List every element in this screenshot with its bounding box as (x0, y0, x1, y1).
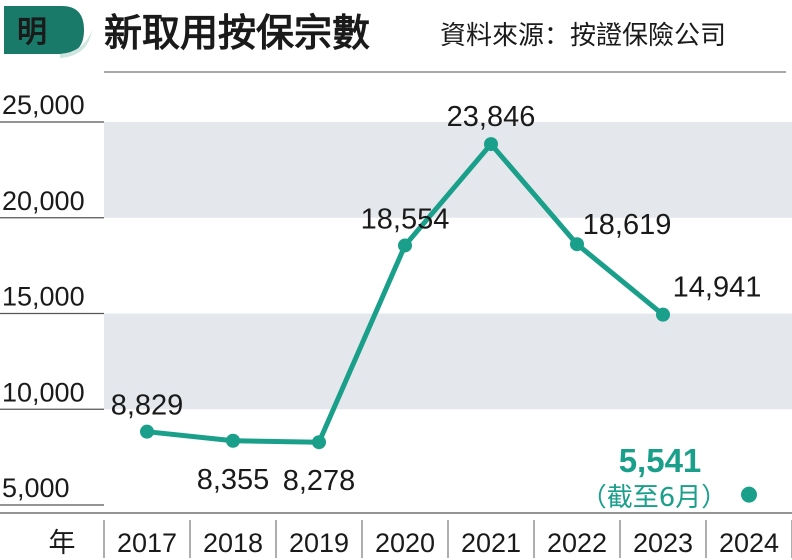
y-tick-label: 5,000 (2, 473, 70, 503)
grid-band (104, 313, 792, 410)
data-label: 18,619 (583, 209, 672, 241)
highlight-point (741, 486, 757, 503)
x-tick-label: 2019 (289, 528, 349, 558)
logo-tail-icon (60, 30, 92, 58)
data-point (140, 424, 154, 439)
data-point (484, 137, 498, 152)
logo-badge: 明 (4, 6, 92, 58)
data-label: 8,829 (111, 390, 184, 422)
data-point (312, 435, 326, 450)
data-point (226, 433, 240, 448)
data-label: 8,355 (197, 464, 270, 496)
grid-band (104, 122, 792, 218)
data-label: 18,554 (361, 203, 450, 235)
grid-bands (104, 122, 792, 410)
x-tick-label: 2021 (461, 528, 521, 558)
data-point (570, 237, 584, 252)
highlight-value: 5,541 (619, 442, 702, 479)
highlight-2024: 5,541 （截至6月） (581, 442, 757, 513)
data-label: 23,846 (447, 101, 536, 133)
y-tick-label: 15,000 (2, 282, 85, 312)
x-tick-label: 2022 (547, 528, 607, 558)
data-label: 8,278 (283, 465, 356, 497)
logo-leaf-icon (4, 6, 84, 54)
chart-title: 新取用按保宗數 (104, 11, 370, 55)
y-tick-label: 10,000 (2, 377, 85, 407)
highlight-note: （截至6月） (581, 483, 728, 513)
x-tick-label: 2018 (203, 528, 263, 558)
x-tick-label: 2024 (719, 528, 779, 558)
y-axis: 5,000 10,000 15,000 20,000 25,000 (0, 90, 104, 506)
x-axis-label: 年 (49, 528, 76, 558)
x-tick-label: 2020 (375, 528, 435, 558)
y-tick-label: 25,000 (2, 90, 85, 120)
data-point (398, 238, 412, 253)
chart-source: 資料來源：按證保險公司 (440, 21, 726, 51)
data-label: 14,941 (673, 272, 762, 304)
x-axis: 年 2017 2018 2019 2020 2021 2022 2023 2024 (0, 512, 792, 558)
x-tick-label: 2017 (117, 528, 177, 558)
logo-char: 明 (17, 15, 47, 50)
data-point (656, 307, 670, 322)
y-tick-label: 20,000 (2, 186, 85, 216)
series-line (140, 137, 670, 450)
x-tick-label: 2023 (633, 528, 693, 558)
